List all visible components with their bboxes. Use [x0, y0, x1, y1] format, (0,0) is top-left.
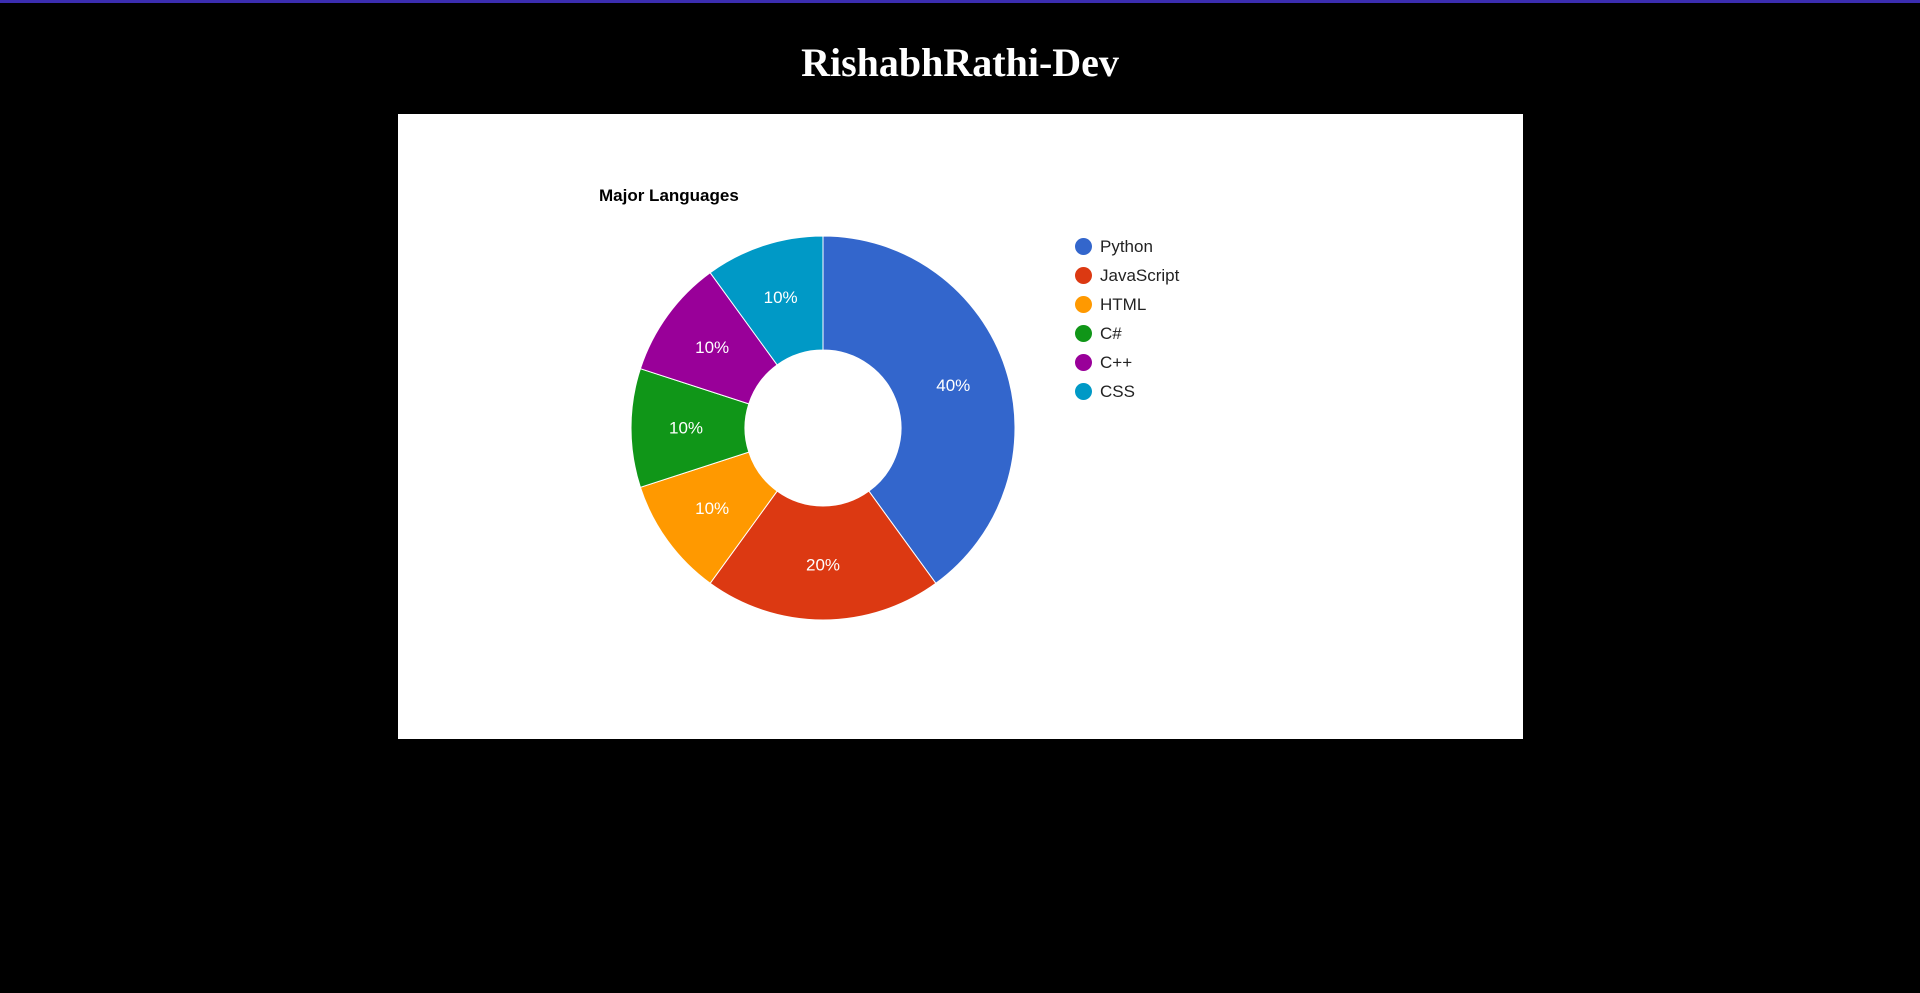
legend-item-javascript[interactable]: JavaScript [1075, 261, 1179, 290]
slice-python[interactable] [822, 235, 1016, 585]
legend-swatch-icon [1075, 267, 1092, 284]
legend-item-python[interactable]: Python [1075, 232, 1179, 261]
legend-swatch-icon [1075, 383, 1092, 400]
legend-label: JavaScript [1100, 265, 1180, 285]
slice-css[interactable] [709, 235, 824, 366]
slice-javascript[interactable] [709, 490, 937, 621]
chart-legend: Python JavaScript HTML C# C++ CSS [1075, 232, 1179, 406]
legend-swatch-icon [1075, 238, 1092, 255]
slice-label-python: 40% [936, 376, 970, 395]
slice-label-html: 10% [695, 499, 729, 518]
slice-label-cplusplus: 10% [695, 338, 729, 357]
chart-title: Major Languages [599, 186, 739, 205]
slice-label-css: 10% [764, 288, 798, 307]
legend-label: HTML [1100, 294, 1147, 314]
site-title: RishabhRathi-Dev [801, 40, 1119, 85]
legend-label: CSS [1100, 381, 1135, 401]
top-accent-bar [0, 0, 1920, 3]
legend-label: Python [1100, 236, 1153, 256]
donut-chart: 40% 20% 10% 10% 10% 10% [630, 235, 1016, 621]
legend-swatch-icon [1075, 354, 1092, 371]
legend-swatch-icon [1075, 325, 1092, 342]
chart-card: Major Languages 40% 20% 10% 10% 10% 10% Pytho… [398, 114, 1523, 739]
legend-label: C++ [1100, 352, 1133, 372]
legend-item-css[interactable]: CSS [1075, 377, 1179, 406]
slice-label-javascript: 20% [806, 556, 840, 575]
legend-label: C# [1100, 323, 1122, 343]
legend-swatch-icon [1075, 296, 1092, 313]
legend-item-html[interactable]: HTML [1075, 290, 1179, 319]
legend-item-csharp[interactable]: C# [1075, 319, 1179, 348]
slice-label-csharp: 10% [669, 419, 703, 438]
legend-item-cplusplus[interactable]: C++ [1075, 348, 1179, 377]
